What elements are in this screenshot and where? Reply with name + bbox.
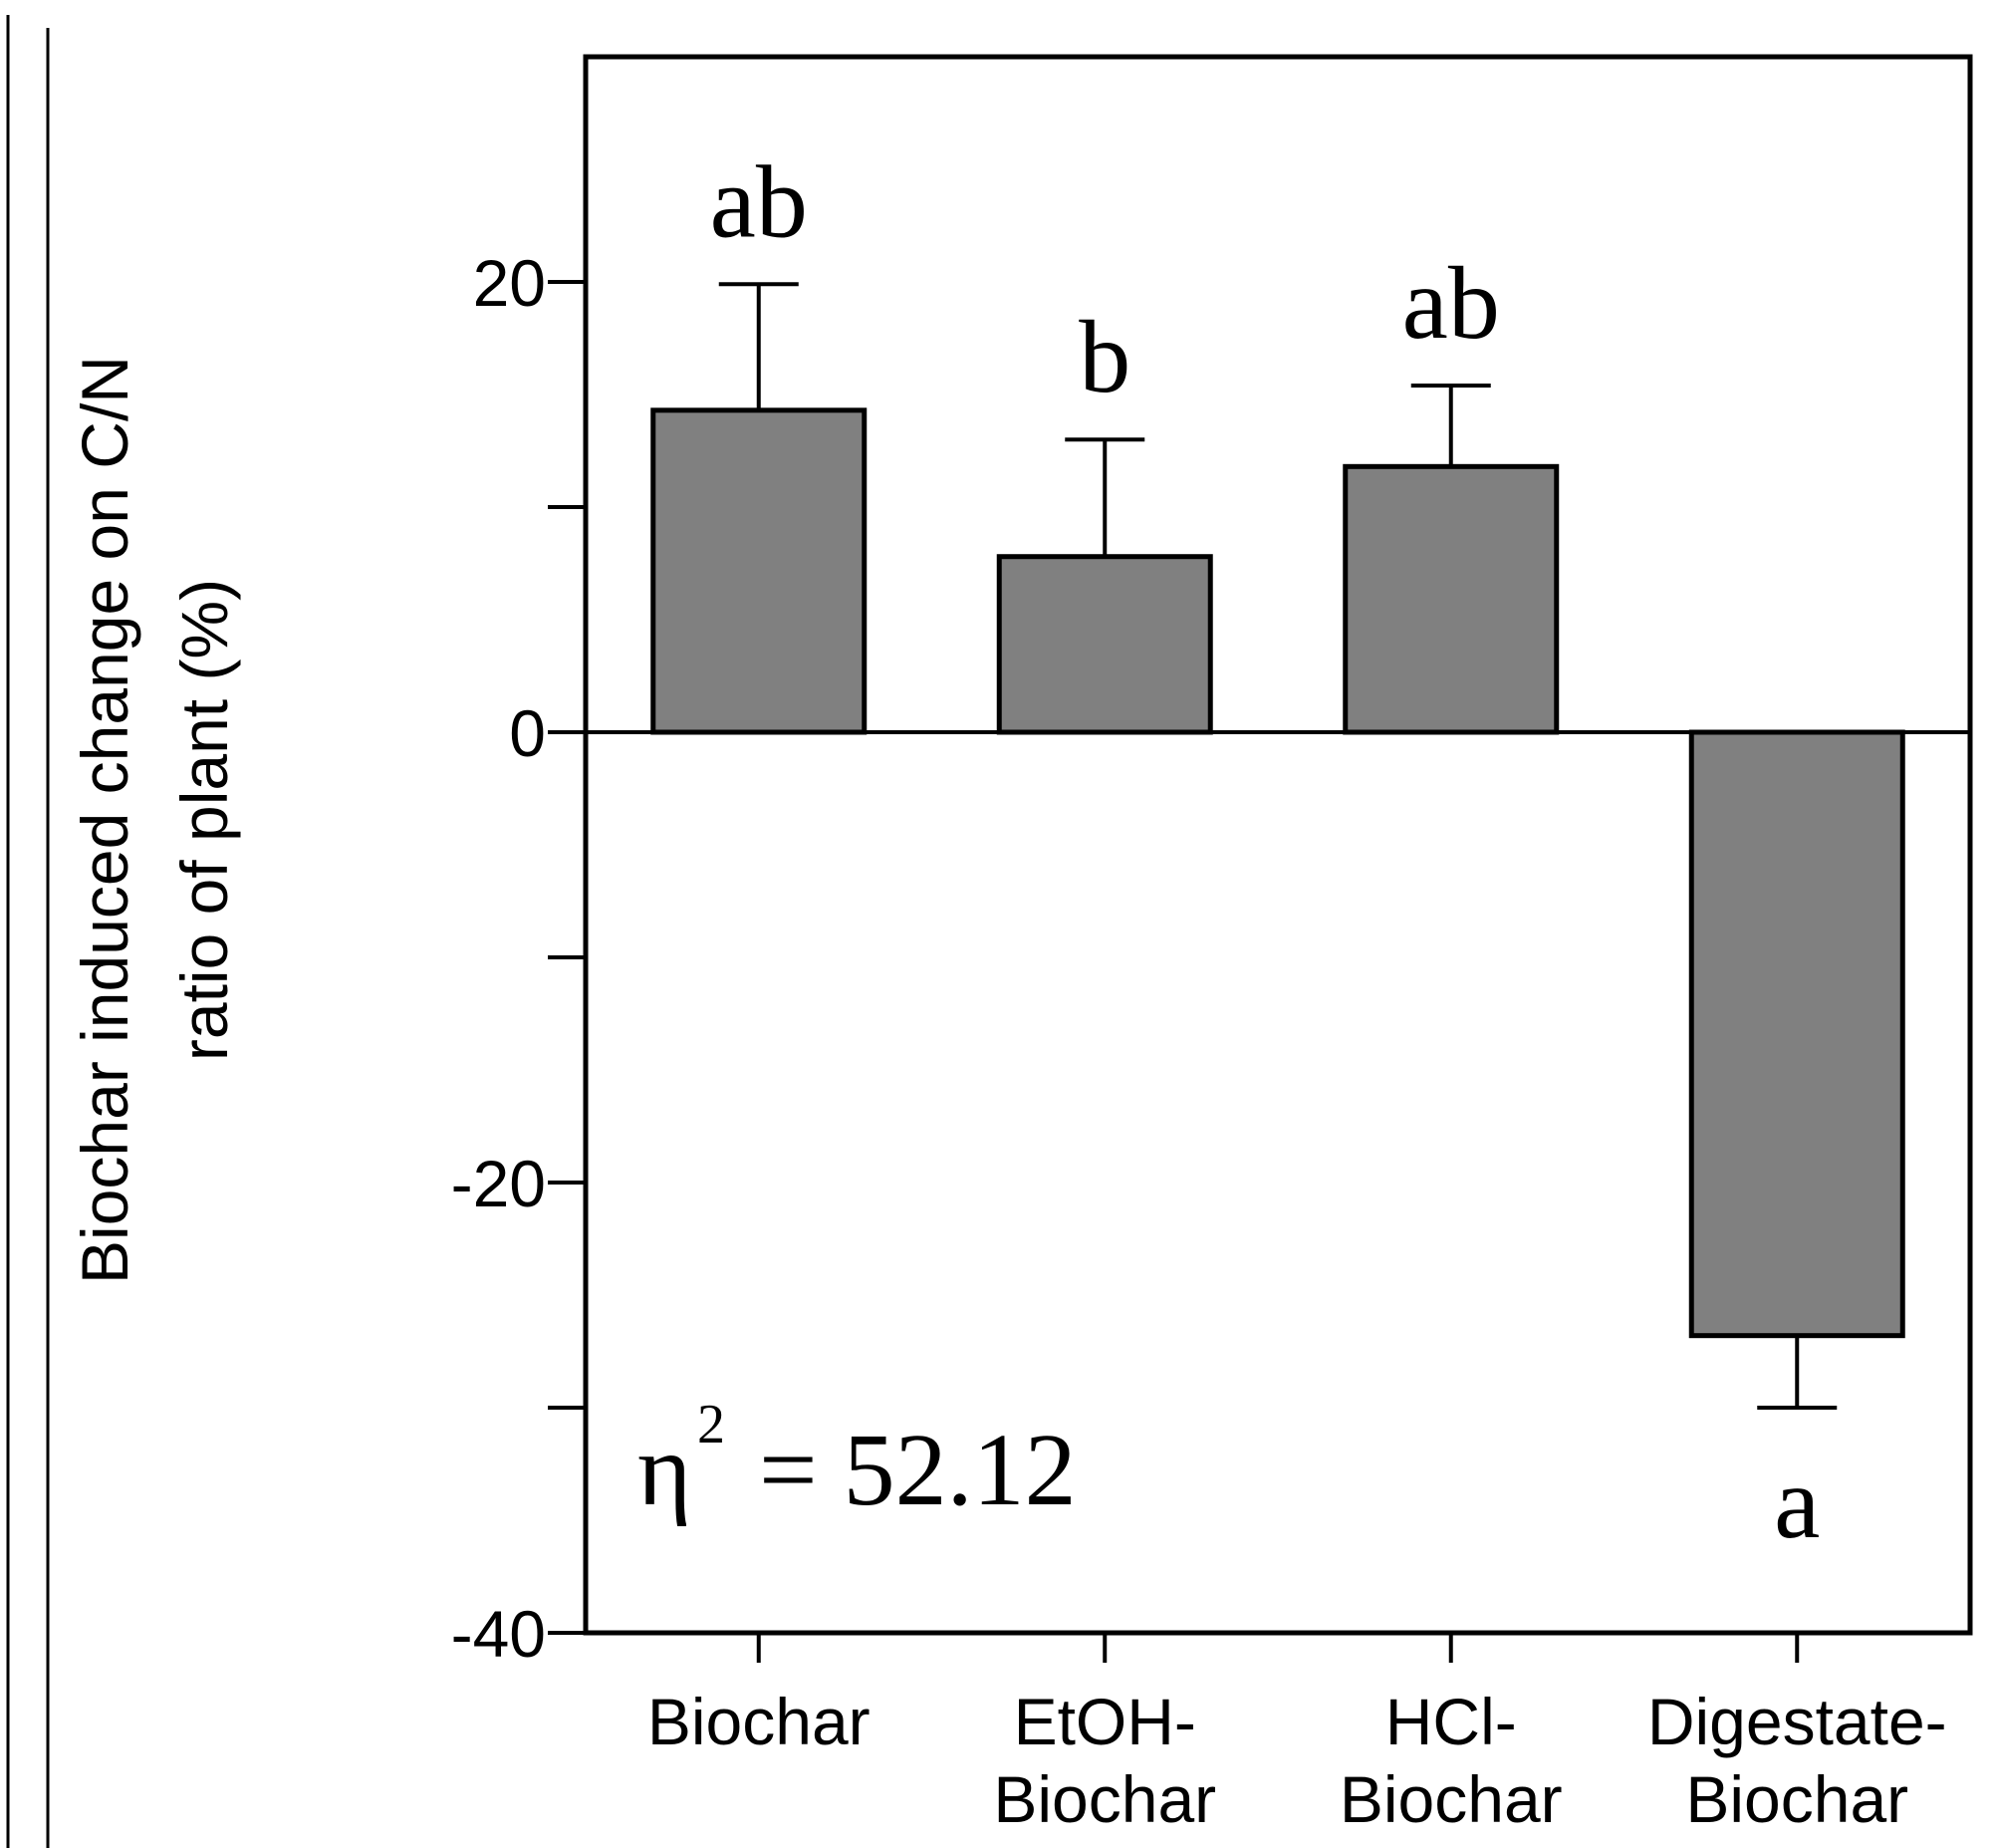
significance-label: ab <box>710 144 808 259</box>
y-axis-title: Biochar induced change on C/N ratio of pl… <box>68 356 241 1284</box>
significance-label: a <box>1774 1446 1820 1560</box>
eta-squared-annotation: η 2 = 52.12 <box>637 1394 1077 1527</box>
bar <box>1343 463 1560 735</box>
x-tick-label: Biochar <box>647 1685 871 1758</box>
x-tick-label: Digestate-Biochar <box>1647 1685 1947 1836</box>
eta-superscript: 2 <box>697 1394 725 1455</box>
significance-label: ab <box>1402 246 1500 361</box>
y-tick-label: -40 <box>451 1597 546 1671</box>
bar <box>650 407 868 735</box>
bar <box>1688 729 1905 1339</box>
x-axis: Biochar EtOH-Biochar HCl-Biochar Digestate-… <box>647 1633 1947 1836</box>
y-axis: 20 0 -20 -40 <box>451 246 586 1671</box>
y-tick-label: 20 <box>473 246 546 320</box>
plot-border <box>583 54 1973 1636</box>
y-axis-title-line: ratio of plant (%) <box>167 579 241 1061</box>
eta-symbol: η <box>637 1413 691 1527</box>
x-tick-label: EtOH-Biochar <box>993 1685 1216 1836</box>
y-axis-title-line: Biochar induced change on C/N <box>68 356 141 1284</box>
y-tick-label: 0 <box>509 696 546 770</box>
significance-label: b <box>1079 300 1130 414</box>
bars: ab b ab a <box>650 144 1905 1560</box>
bar <box>996 554 1213 735</box>
y-tick-label: -20 <box>451 1147 546 1220</box>
eta-value: = 52.12 <box>759 1413 1077 1527</box>
x-tick-label: HCl-Biochar <box>1340 1685 1563 1836</box>
